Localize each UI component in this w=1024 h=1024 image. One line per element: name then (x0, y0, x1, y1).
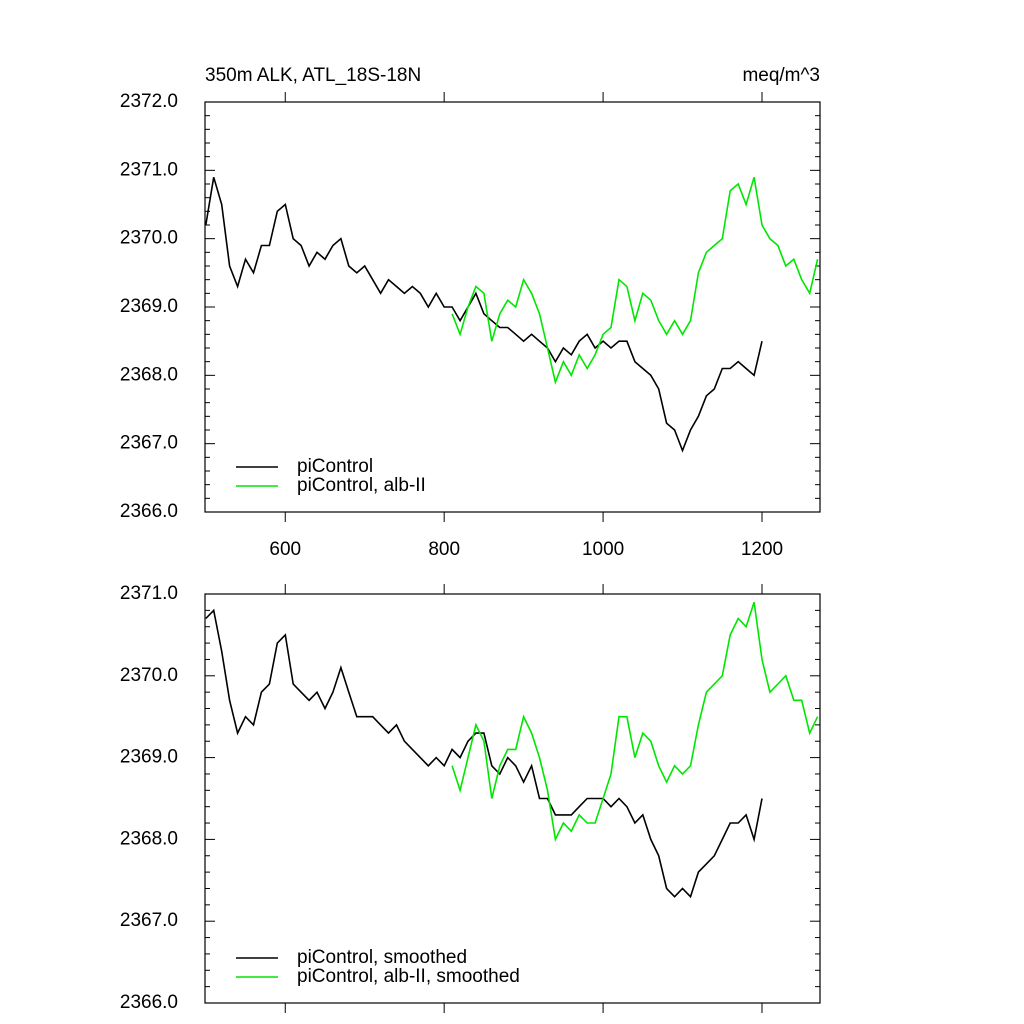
legend-label: piControl, smoothed (297, 947, 467, 968)
y-tick-label: 2371.0 (120, 583, 178, 604)
series-line (205, 608, 763, 899)
y-tick-label: 2368.0 (120, 364, 178, 385)
y-tick-label: 2368.0 (120, 828, 178, 849)
y-tick-label: 2367.0 (120, 433, 178, 454)
y-tick-label: 2372.0 (120, 91, 178, 112)
x-tick-label: 1200 (741, 539, 783, 560)
y-tick-label: 2366.0 (120, 501, 178, 522)
chart-title: 350m ALK, ATL_18S-18N (205, 65, 421, 86)
y-tick-label: 2369.0 (120, 296, 178, 317)
legend-label: piControl, alb-II (297, 475, 426, 496)
y-tick-label: 2366.0 (120, 992, 178, 1013)
y-tick-label: 2370.0 (120, 665, 178, 686)
series-line (451, 176, 819, 385)
x-tick-label: 800 (428, 539, 460, 560)
plot-frame (204, 593, 821, 1004)
y-tick-label: 2370.0 (120, 228, 178, 249)
legend-label: piControl (297, 456, 373, 477)
y-tick-label: 2369.0 (120, 747, 178, 768)
legend-label: piControl, alb-II, smoothed (297, 966, 520, 987)
plot-frame (204, 101, 821, 513)
series-line (205, 176, 763, 453)
y-tick-label: 2367.0 (120, 910, 178, 931)
y-tick-label: 2371.0 (120, 159, 178, 180)
x-tick-label: 600 (269, 539, 301, 560)
x-tick-label: 1000 (582, 539, 624, 560)
units-label: meq/m^3 (742, 65, 820, 86)
series-line (451, 601, 819, 843)
